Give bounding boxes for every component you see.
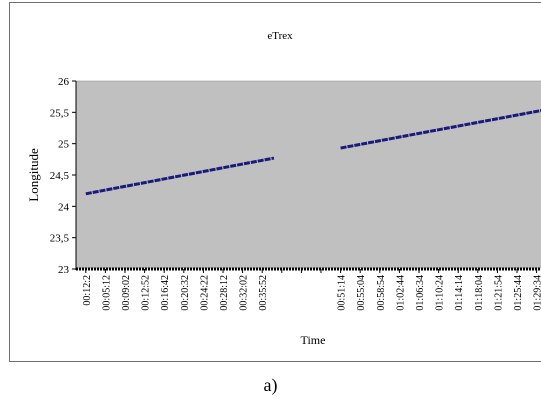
x-tick-label: 01:18:04	[474, 275, 485, 311]
x-tick-label: 01:21:54	[493, 275, 504, 311]
x-axis-ticks: 00:12:2 00:05:12 00:09:02 00:12:52 00:16:42 0…	[82, 269, 541, 311]
series-line-segment	[85, 156, 275, 196]
chart-title: eTrex	[267, 30, 293, 42]
x-tick-label: 01:06:34	[415, 275, 426, 311]
series-line-segment	[340, 109, 541, 150]
x-tick-label: 00:24:22	[199, 275, 210, 311]
y-tick-label: 23	[58, 264, 70, 276]
series-layer	[85, 109, 541, 196]
y-tick-label: 24	[58, 201, 70, 213]
figure-caption: a)	[263, 375, 278, 395]
x-tick-label: 00:12:52	[141, 275, 152, 311]
y-tick-label: 25,5	[50, 107, 70, 119]
x-tick-label: 00:20:32	[180, 275, 191, 311]
x-tick-label: 00:09:02	[121, 275, 132, 311]
x-tick-label: 00:28:12	[219, 275, 230, 311]
x-tick-label: 00:51:14	[337, 275, 348, 311]
x-tick-label: 01:02:44	[395, 275, 406, 311]
x-tick-label: 00:05:12	[101, 275, 112, 311]
x-tick-label: 00:12:2	[82, 275, 93, 306]
x-tick-label: 00:55:04	[356, 275, 367, 311]
x-tick-label: 01:25:44	[513, 275, 524, 311]
y-tick-label: 24,5	[50, 170, 70, 182]
x-tick-label: 01:10:24	[435, 275, 446, 311]
x-tick-label: 01:14:14	[454, 275, 465, 311]
x-tick-label: 00:32:02	[239, 275, 250, 311]
plot-area	[75, 80, 541, 269]
x-tick-label: 00:58:54	[376, 275, 387, 311]
y-axis-label: Longitude	[26, 148, 41, 202]
x-axis-label: Time	[301, 333, 326, 347]
y-tick-label: 26	[58, 76, 70, 88]
x-tick-label: 00:35:52	[258, 275, 269, 311]
chart-frame: eTrex 23 23,5 24 24,5 25 25,5 26 00:12:2 00:05:…	[9, 2, 541, 362]
x-tick-label: 01:29:34	[533, 275, 541, 311]
chart-svg: eTrex 23 23,5 24 24,5 25 25,5 26 00:12:2 00:05:…	[26, 30, 541, 347]
y-tick-label: 23,5	[50, 233, 70, 245]
y-axis-ticks: 23 23,5 24 24,5 25 25,5 26	[50, 76, 76, 276]
y-tick-label: 25	[58, 139, 70, 151]
x-tick-label: 00:16:42	[160, 275, 171, 311]
